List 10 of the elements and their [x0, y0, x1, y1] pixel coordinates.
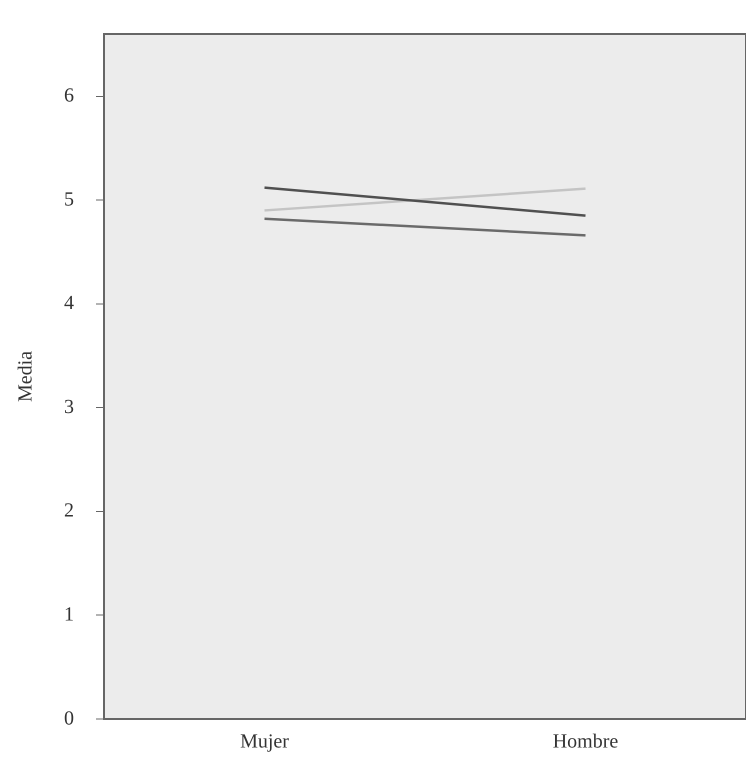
y-tick-label: 4 [64, 292, 74, 314]
y-tick-label: 3 [64, 396, 74, 418]
x-tick-label: Mujer [240, 730, 290, 752]
y-tick-label: 2 [64, 500, 74, 522]
y-tick-label: 5 [64, 188, 74, 210]
x-tick-label: Hombre [552, 730, 618, 752]
y-tick-label: 0 [64, 707, 74, 730]
y-tick-label: 6 [64, 84, 74, 107]
y-tick-label: 1 [64, 603, 74, 626]
y-axis-title: Media [14, 350, 36, 402]
